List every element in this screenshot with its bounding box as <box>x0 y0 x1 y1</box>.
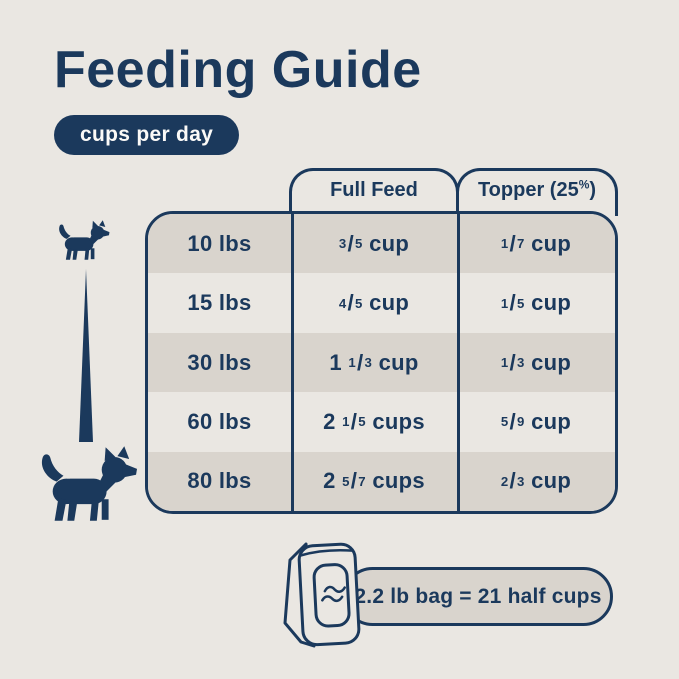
weight-cell: 60 lbs <box>187 408 252 434</box>
table-row: 10 lbs 3/5 cup 1/7 cup <box>148 214 615 274</box>
topper-cell: 1/7 cup <box>500 230 572 256</box>
topper-cell: 2/3 cup <box>500 468 572 494</box>
topper-label: Topper (25%) <box>477 177 597 201</box>
table-row: 80 lbs 2 5/7 cups 2/3 cup <box>148 451 615 511</box>
full-feed-cell: 2 5/7 cups <box>323 468 425 494</box>
column-header-topper: Topper (25%) <box>456 168 618 216</box>
weight-cell: 15 lbs <box>187 290 252 316</box>
weight-cell: 80 lbs <box>187 468 252 494</box>
full-feed-cell: 2 1/5 cups <box>323 408 425 434</box>
full-feed-cell: 1 1/3 cup <box>329 349 419 375</box>
topper-cell: 5/9 cup <box>500 408 572 434</box>
table-row: 15 lbs 4/5 cup 1/5 cup <box>148 273 615 332</box>
table-row: 30 lbs 1 1/3 cup 1/3 cup <box>148 332 615 393</box>
small-dog-icon <box>59 220 110 260</box>
full-feed-cell: 3/5 cup <box>338 230 410 256</box>
badge-label: cups per day <box>80 123 214 146</box>
size-scale-wedge <box>79 269 93 442</box>
column-header-full-feed: Full Feed <box>289 168 459 216</box>
table-row: 60 lbs 2 1/5 cups 5/9 cup <box>148 392 615 451</box>
weight-cell: 30 lbs <box>187 349 252 375</box>
cups-per-day-badge: cups per day <box>54 115 240 155</box>
bag-note-pill: 2.2 lb bag = 21 half cups <box>343 567 613 626</box>
bag-note-text: 2.2 lb bag = 21 half cups <box>354 584 602 608</box>
page-title: Feeding Guide <box>54 41 422 99</box>
topper-cell: 1/5 cup <box>500 290 572 316</box>
feeding-table: 10 lbs 3/5 cup 1/7 cup 15 lbs 4/5 cup 1/… <box>145 211 618 514</box>
weight-cell: 10 lbs <box>187 230 252 256</box>
column-divider <box>457 214 460 511</box>
dog-food-bag-icon <box>283 542 361 648</box>
column-divider <box>291 214 294 511</box>
large-dog-icon <box>41 446 138 521</box>
full-feed-cell: 4/5 cup <box>338 290 410 316</box>
topper-cell: 1/3 cup <box>500 349 572 375</box>
full-feed-label: Full Feed <box>330 179 418 201</box>
